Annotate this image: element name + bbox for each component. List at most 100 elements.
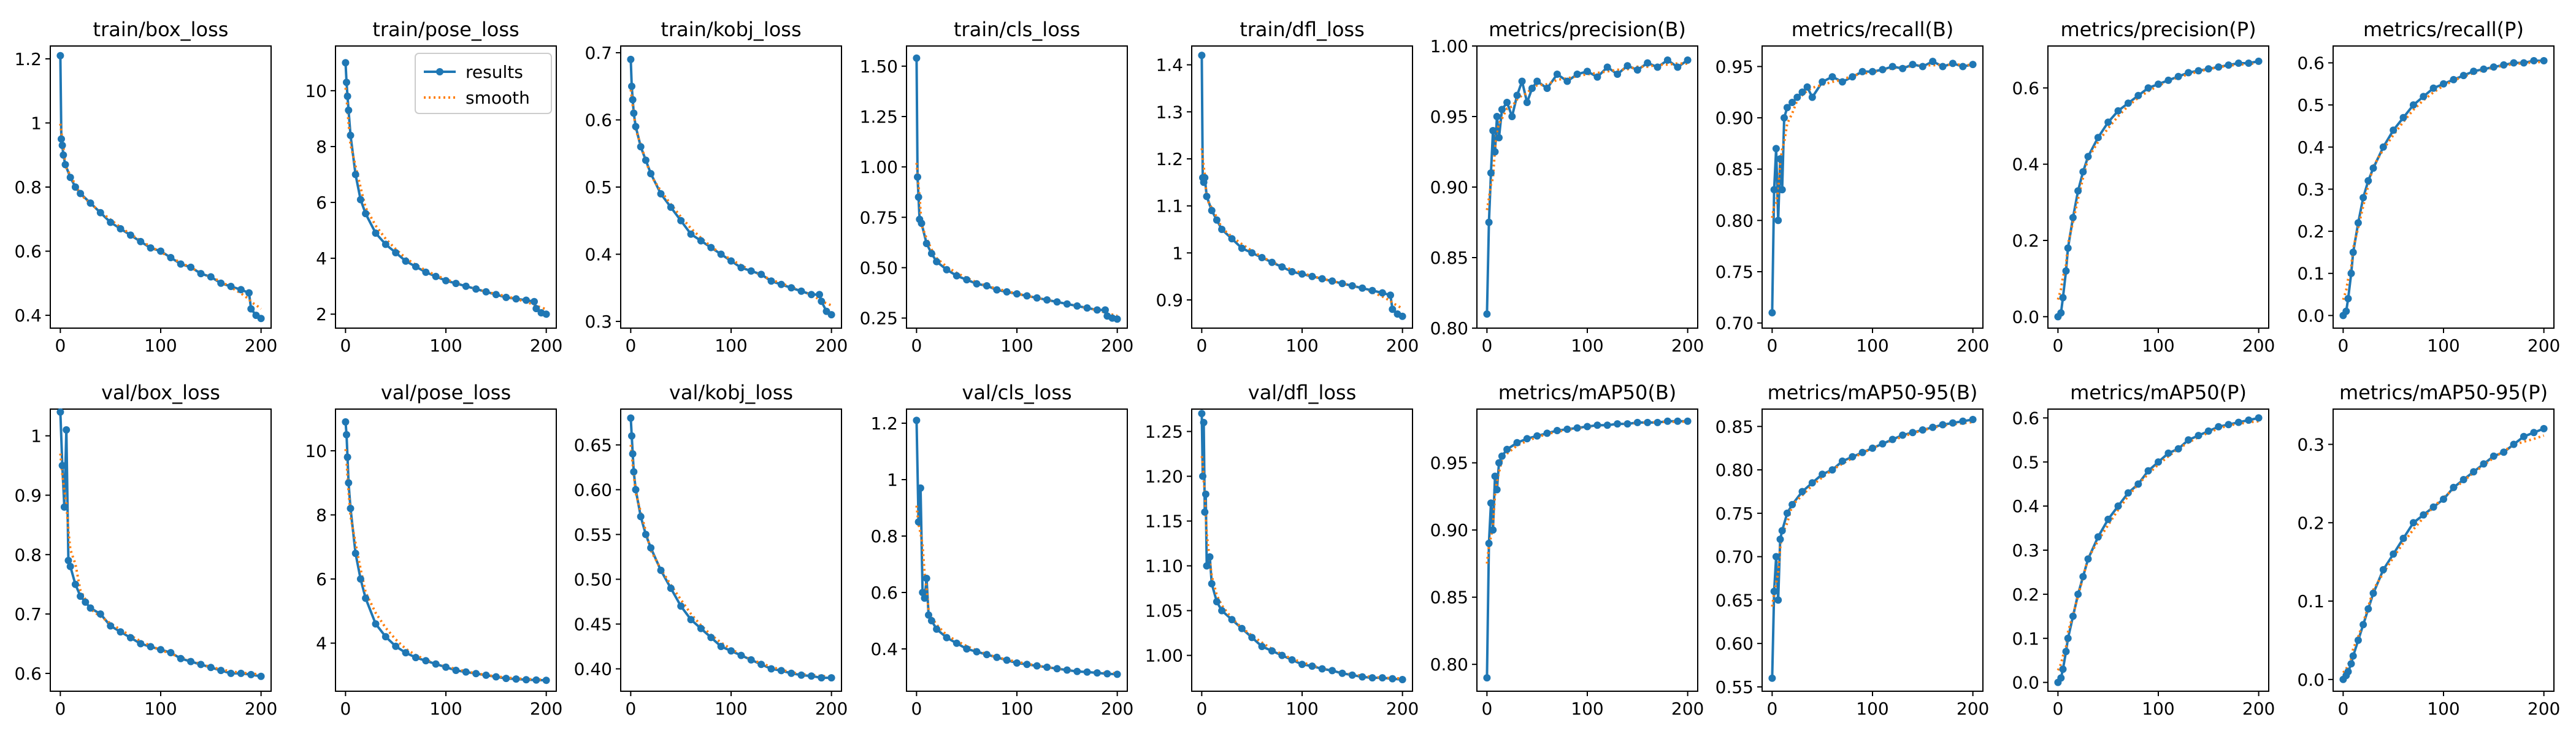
results-point xyxy=(1248,249,1256,257)
results-point xyxy=(627,55,635,63)
results-point xyxy=(1939,63,1947,71)
subplot-title: metrics/recall(B) xyxy=(1792,18,1954,41)
axes-frame xyxy=(335,408,557,692)
results-point xyxy=(2062,267,2070,275)
results-point xyxy=(1929,58,1937,66)
results-point xyxy=(657,190,665,197)
results-point xyxy=(157,646,164,654)
results-point xyxy=(1378,289,1386,297)
results-point xyxy=(343,453,351,461)
subplot-7: metrics/recall(B) 0.70 0.75 0.80 0.85 0.90 0.9… xyxy=(1715,18,1990,356)
results-point xyxy=(1489,526,1497,534)
results-point xyxy=(56,52,64,59)
results-point xyxy=(2420,511,2428,519)
results-point xyxy=(1238,624,1246,632)
results-point xyxy=(2379,143,2387,151)
results-point xyxy=(147,244,155,252)
results-point xyxy=(918,220,926,228)
y-tick-label: 1 xyxy=(887,470,898,490)
subplot-title: metrics/mAP50(P) xyxy=(2070,381,2247,404)
results-point xyxy=(1013,290,1021,298)
results-point xyxy=(2450,483,2458,491)
results-point xyxy=(2359,194,2367,202)
results-point xyxy=(913,416,921,424)
results-point xyxy=(1603,63,1611,71)
subplot-title: metrics/mAP50(B) xyxy=(1498,381,1677,404)
results-point xyxy=(1819,470,1827,478)
x-tick-label: 200 xyxy=(2528,335,2560,356)
axes-frame xyxy=(1191,408,1413,692)
results-point xyxy=(1398,312,1406,320)
results-point xyxy=(933,258,941,266)
y-tick-label: 0.85 xyxy=(1715,416,1754,437)
results-point xyxy=(1348,671,1356,679)
results-point xyxy=(1778,527,1786,535)
subplot-title: metrics/precision(B) xyxy=(1489,18,1686,41)
results-point xyxy=(59,151,67,159)
results-point xyxy=(147,643,155,651)
results-point xyxy=(452,280,460,288)
results-point xyxy=(1298,270,1306,278)
results-point xyxy=(197,270,205,278)
results-point xyxy=(107,218,115,226)
x-tick-label: 100 xyxy=(715,335,747,356)
results-point xyxy=(1969,416,1977,423)
results-point xyxy=(1083,668,1091,676)
results-point xyxy=(1387,291,1394,299)
axes-frame xyxy=(1476,45,1698,329)
x-tick-label: 200 xyxy=(1101,699,1133,719)
subplot-title: metrics/precision(P) xyxy=(2060,18,2256,41)
results-point xyxy=(1553,427,1561,434)
results-point xyxy=(347,131,355,139)
results-point xyxy=(1378,674,1386,682)
y-tick-label: 1.1 xyxy=(1156,196,1183,217)
results-point xyxy=(1888,63,1896,71)
results-point xyxy=(1770,588,1778,596)
y-tick-label: 0.50 xyxy=(574,569,612,589)
results-point xyxy=(2174,445,2182,453)
results-point xyxy=(2349,652,2357,660)
results-point xyxy=(1348,282,1356,289)
y-tick-label: 0.0 xyxy=(2012,307,2039,327)
y-tick-label: 1.00 xyxy=(860,157,898,177)
results-point xyxy=(717,643,725,650)
results-point xyxy=(2420,93,2428,101)
results-point xyxy=(687,230,695,238)
y-tick-label: 1.25 xyxy=(1145,422,1183,442)
results-point xyxy=(983,651,991,659)
results-point xyxy=(1483,674,1491,682)
subplot-14: val/dfl_loss 1.00 1.05 1.10 1.15 1.20 1.25 0 100… xyxy=(1145,381,1419,719)
results-point xyxy=(642,531,650,539)
results-point xyxy=(351,171,359,178)
y-tick-label: 1.20 xyxy=(1145,467,1183,487)
results-point xyxy=(71,580,79,588)
results-point xyxy=(1772,553,1780,561)
x-tick-label: 100 xyxy=(2142,335,2174,356)
y-tick-label: 1 xyxy=(31,113,42,133)
results-point xyxy=(1218,226,1226,233)
results-point xyxy=(1533,432,1541,440)
results-point xyxy=(777,280,785,288)
x-tick-label: 0 xyxy=(55,335,66,356)
results-point xyxy=(1483,310,1491,318)
results-point xyxy=(197,661,205,669)
results-point xyxy=(63,426,71,434)
results-point xyxy=(187,657,195,665)
results-point xyxy=(1614,420,1622,428)
results-point xyxy=(2490,452,2497,460)
smooth-series-line xyxy=(344,88,547,311)
x-tick-label: 100 xyxy=(1286,335,1318,356)
results-point xyxy=(927,250,935,258)
results-point xyxy=(472,285,480,293)
results-point xyxy=(1513,91,1521,99)
y-tick-label: 1.3 xyxy=(1156,102,1183,122)
x-tick-label: 200 xyxy=(2242,335,2275,356)
results-point xyxy=(919,589,927,596)
results-point xyxy=(422,268,430,276)
results-point xyxy=(925,611,932,619)
smooth-series-line xyxy=(1200,148,1403,310)
results-point xyxy=(1113,315,1121,323)
x-tick-label: 100 xyxy=(715,699,747,719)
results-point xyxy=(1491,148,1499,156)
results-point xyxy=(943,634,951,642)
